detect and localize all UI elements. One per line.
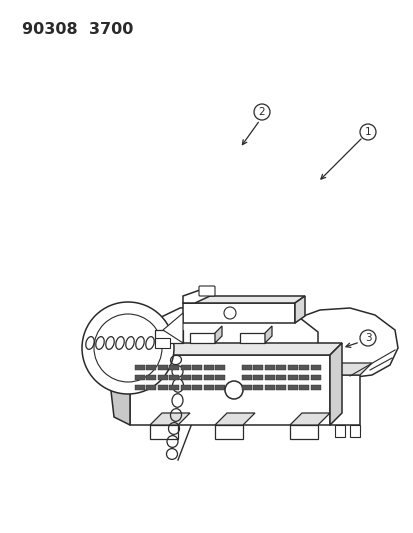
Polygon shape: [215, 365, 225, 370]
Polygon shape: [214, 326, 221, 343]
Polygon shape: [146, 385, 156, 390]
Polygon shape: [310, 365, 320, 370]
Polygon shape: [158, 375, 168, 380]
Polygon shape: [276, 385, 286, 390]
Polygon shape: [215, 375, 225, 380]
Polygon shape: [334, 425, 344, 437]
Text: 3: 3: [364, 333, 370, 343]
Polygon shape: [180, 385, 190, 390]
Polygon shape: [264, 375, 274, 380]
Polygon shape: [158, 385, 168, 390]
Polygon shape: [289, 413, 329, 425]
Polygon shape: [192, 375, 202, 380]
Polygon shape: [242, 375, 252, 380]
Polygon shape: [329, 363, 371, 375]
Polygon shape: [135, 365, 145, 370]
Polygon shape: [276, 375, 286, 380]
Polygon shape: [192, 365, 202, 370]
Polygon shape: [183, 296, 304, 303]
Polygon shape: [264, 365, 274, 370]
Polygon shape: [190, 333, 214, 343]
Polygon shape: [214, 413, 254, 425]
Circle shape: [94, 314, 161, 382]
Polygon shape: [299, 365, 309, 370]
Polygon shape: [242, 365, 252, 370]
Polygon shape: [264, 326, 271, 343]
Ellipse shape: [223, 307, 235, 319]
Polygon shape: [146, 375, 156, 380]
Polygon shape: [253, 375, 263, 380]
Text: 90308  3700: 90308 3700: [22, 22, 133, 37]
Polygon shape: [276, 365, 286, 370]
Circle shape: [359, 330, 375, 346]
Polygon shape: [310, 385, 320, 390]
Polygon shape: [163, 313, 183, 343]
Polygon shape: [135, 375, 145, 380]
Polygon shape: [287, 385, 297, 390]
FancyBboxPatch shape: [199, 286, 214, 296]
Polygon shape: [150, 413, 190, 425]
Polygon shape: [169, 365, 179, 370]
Text: 1: 1: [364, 127, 370, 137]
Polygon shape: [135, 385, 145, 390]
Polygon shape: [329, 343, 341, 425]
Polygon shape: [150, 425, 178, 439]
Polygon shape: [154, 330, 183, 343]
Polygon shape: [253, 385, 263, 390]
Polygon shape: [299, 385, 309, 390]
Polygon shape: [294, 296, 304, 323]
Polygon shape: [130, 343, 341, 355]
Circle shape: [254, 104, 269, 120]
Circle shape: [224, 381, 242, 399]
Polygon shape: [242, 385, 252, 390]
Polygon shape: [204, 385, 214, 390]
Polygon shape: [289, 425, 317, 439]
Polygon shape: [169, 375, 179, 380]
Circle shape: [359, 124, 375, 140]
Polygon shape: [180, 375, 190, 380]
Polygon shape: [183, 290, 209, 303]
Polygon shape: [349, 425, 359, 437]
Polygon shape: [158, 365, 168, 370]
Polygon shape: [204, 375, 214, 380]
Polygon shape: [287, 375, 297, 380]
Polygon shape: [240, 333, 264, 343]
Text: 2: 2: [258, 107, 265, 117]
Polygon shape: [329, 375, 359, 425]
Polygon shape: [310, 375, 320, 380]
Polygon shape: [287, 365, 297, 370]
Polygon shape: [192, 385, 202, 390]
Polygon shape: [264, 385, 274, 390]
Polygon shape: [154, 338, 170, 348]
Polygon shape: [204, 365, 214, 370]
Polygon shape: [108, 355, 130, 425]
Polygon shape: [130, 355, 329, 425]
Polygon shape: [253, 365, 263, 370]
Polygon shape: [180, 365, 190, 370]
Polygon shape: [146, 365, 156, 370]
Polygon shape: [295, 308, 397, 378]
Polygon shape: [215, 385, 225, 390]
Circle shape: [82, 302, 173, 394]
Polygon shape: [214, 425, 242, 439]
Polygon shape: [147, 305, 317, 388]
Polygon shape: [299, 375, 309, 380]
Polygon shape: [183, 303, 294, 323]
Polygon shape: [169, 385, 179, 390]
